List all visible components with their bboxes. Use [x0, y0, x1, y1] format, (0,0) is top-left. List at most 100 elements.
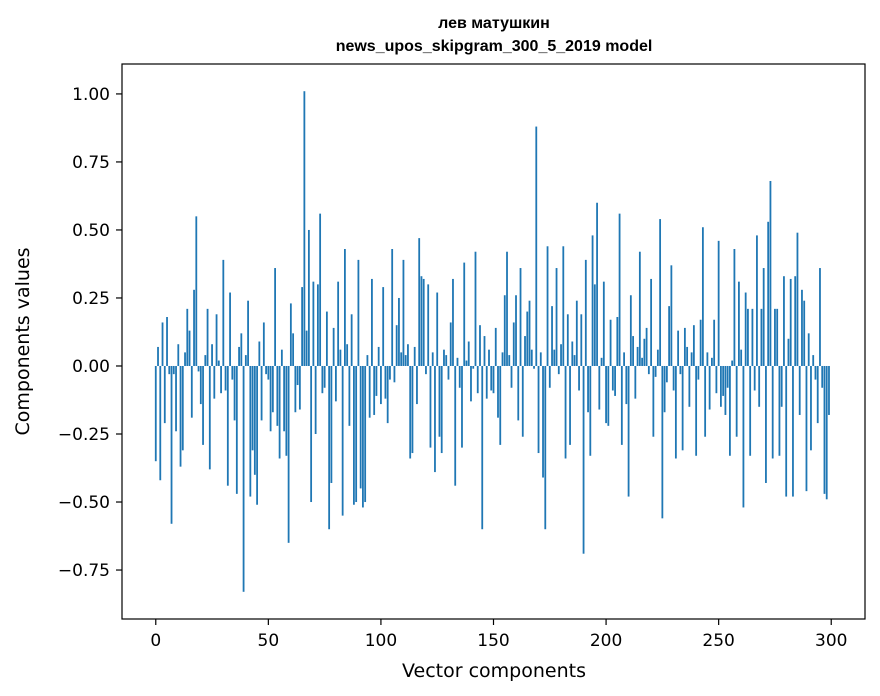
- bars-group: [154, 91, 830, 592]
- bar: [681, 365, 684, 451]
- bar: [544, 365, 547, 530]
- bar: [330, 365, 333, 483]
- bar: [233, 365, 236, 421]
- bar: [307, 229, 310, 366]
- bar: [386, 365, 389, 424]
- bar: [357, 259, 360, 366]
- y-tick-label: −0.50: [58, 493, 110, 513]
- bar: [708, 365, 711, 410]
- bar: [476, 365, 479, 394]
- bar: [258, 341, 261, 366]
- y-tick-label: 1.00: [72, 85, 110, 105]
- bar: [564, 365, 567, 459]
- bar: [285, 365, 288, 456]
- bar: [584, 259, 587, 366]
- x-tick-label: 250: [702, 631, 734, 651]
- bar: [452, 278, 454, 366]
- bar: [175, 365, 177, 432]
- bar: [348, 365, 351, 426]
- bar: [668, 306, 671, 366]
- bar: [589, 365, 592, 456]
- bar: [670, 265, 673, 366]
- bar: [294, 365, 297, 413]
- bar: [771, 365, 774, 459]
- bar: [778, 365, 781, 456]
- y-tick-label: 0.75: [72, 153, 110, 173]
- bar: [749, 365, 752, 456]
- bar: [677, 330, 680, 366]
- bar: [497, 365, 499, 418]
- bar: [188, 330, 191, 366]
- bar: [235, 365, 238, 494]
- bar: [571, 341, 574, 366]
- bar: [780, 365, 783, 407]
- bar: [474, 251, 477, 366]
- bar: [614, 365, 616, 396]
- bar: [440, 365, 443, 454]
- bar: [287, 365, 290, 543]
- bar: [337, 281, 340, 366]
- bar: [438, 365, 441, 437]
- bar: [656, 349, 659, 366]
- bar: [380, 365, 382, 405]
- bar: [634, 365, 637, 399]
- bar: [226, 365, 229, 486]
- bar: [501, 352, 504, 366]
- bar: [713, 319, 716, 366]
- bar: [735, 365, 738, 437]
- bar: [796, 232, 799, 366]
- bar: [204, 355, 207, 366]
- bar: [256, 365, 258, 505]
- bar: [481, 365, 484, 530]
- bar: [542, 365, 544, 478]
- bar: [695, 365, 698, 456]
- bar: [636, 346, 639, 366]
- bar: [253, 365, 256, 475]
- bar: [454, 365, 457, 486]
- y-tick-label: −0.75: [58, 561, 110, 581]
- bar: [515, 295, 517, 366]
- bar: [240, 333, 243, 366]
- bar: [551, 306, 553, 366]
- bar: [537, 365, 540, 454]
- bar: [409, 365, 412, 459]
- bar: [242, 365, 245, 592]
- bar: [569, 365, 571, 445]
- bar: [762, 268, 765, 366]
- bar: [774, 308, 776, 366]
- bar: [524, 336, 526, 366]
- bar: [672, 365, 675, 391]
- bar: [508, 355, 511, 366]
- bar: [339, 349, 342, 366]
- bar: [229, 292, 231, 366]
- bar: [783, 276, 785, 366]
- bar: [546, 246, 549, 366]
- bar: [321, 365, 324, 394]
- bar: [729, 365, 731, 456]
- bar: [825, 365, 828, 500]
- bar: [283, 365, 286, 432]
- bar: [159, 365, 162, 481]
- bar: [506, 251, 508, 366]
- bar: [373, 365, 376, 415]
- bar: [445, 355, 448, 366]
- bar: [274, 268, 276, 366]
- bar: [168, 365, 171, 375]
- bar: [260, 365, 263, 421]
- bar: [470, 365, 472, 402]
- bar: [278, 365, 281, 459]
- x-tick-label: 0: [150, 631, 161, 651]
- bar: [747, 308, 749, 366]
- bar: [395, 325, 398, 366]
- bar: [463, 262, 466, 366]
- bar: [726, 365, 729, 388]
- bar: [596, 202, 598, 366]
- x-tick-label: 100: [365, 631, 397, 651]
- bar: [490, 365, 493, 391]
- x-tick-label: 50: [258, 631, 280, 651]
- bar: [704, 365, 707, 437]
- bar: [573, 355, 576, 366]
- bar: [249, 365, 252, 497]
- bar: [801, 289, 803, 366]
- bar: [717, 240, 720, 366]
